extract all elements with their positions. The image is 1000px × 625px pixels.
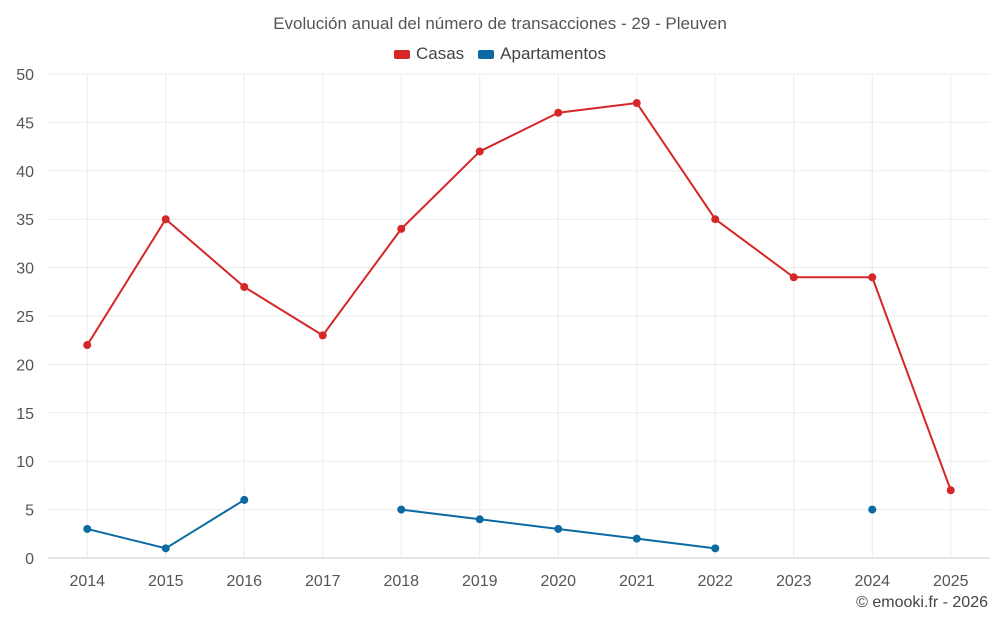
x-tick-label: 2021 <box>619 573 655 590</box>
series-line-apartamentos <box>635 537 717 550</box>
series-line-casas <box>86 218 167 347</box>
series-line-apartamentos <box>86 527 167 550</box>
data-point-apartamentos <box>83 524 92 533</box>
series-line-casas <box>243 285 324 337</box>
y-tick-label: 20 <box>16 357 34 374</box>
data-point-apartamentos <box>632 534 641 543</box>
x-tick-label: 2018 <box>383 573 419 590</box>
data-point-apartamentos <box>554 524 563 533</box>
data-point-apartamentos <box>475 515 484 524</box>
y-tick-label: 30 <box>16 261 34 278</box>
data-point-apartamentos <box>711 544 720 553</box>
series-line-casas <box>321 227 403 337</box>
series-line-casas <box>714 218 795 279</box>
legend-item-casas[interactable]: Casas <box>393 44 465 64</box>
data-point-casas <box>397 224 406 233</box>
x-tick-label: 2020 <box>540 573 576 590</box>
y-tick-label: 50 <box>16 67 34 84</box>
legend-swatch-casas <box>393 49 410 59</box>
legend-label-apartamentos: Apartamentos <box>500 44 607 63</box>
x-tick-label: 2019 <box>462 573 498 590</box>
x-tick-label: 2024 <box>854 573 890 590</box>
y-tick-label: 0 <box>25 551 34 568</box>
legend: Casas Apartamentos <box>0 44 1000 64</box>
series-line-apartamentos <box>400 508 481 521</box>
data-point-apartamentos <box>397 505 406 514</box>
legend-item-apartamentos[interactable]: Apartamentos <box>478 44 606 64</box>
series-line-casas <box>871 276 952 492</box>
data-point-casas <box>318 331 327 340</box>
series-line-apartamentos <box>478 518 560 530</box>
x-tick-label: 2023 <box>776 573 812 590</box>
data-point-casas <box>83 341 92 350</box>
series-line-casas <box>400 150 481 230</box>
x-tick-label: 2017 <box>305 573 341 590</box>
data-point-casas <box>789 273 798 282</box>
x-tick-label: 2016 <box>226 573 262 590</box>
x-tick-label: 2022 <box>697 573 733 590</box>
series-line-casas <box>557 102 638 114</box>
y-tick-label: 35 <box>16 212 34 229</box>
x-tick-label: 2014 <box>69 573 105 590</box>
credit-text: © emooki.fr - 2026 <box>856 594 988 611</box>
series-line-casas <box>478 111 560 153</box>
data-point-casas <box>711 215 720 224</box>
data-point-casas <box>868 273 877 282</box>
chart-title: Evolución anual del número de transaccio… <box>273 14 727 33</box>
data-point-apartamentos <box>868 505 877 514</box>
x-tick-label: 2025 <box>933 573 969 590</box>
data-point-casas <box>632 99 641 108</box>
data-point-apartamentos <box>161 544 170 553</box>
legend-label-casas: Casas <box>415 44 465 63</box>
legend-swatch-apartamentos <box>478 49 495 59</box>
data-point-casas <box>946 486 955 495</box>
y-tick-label: 45 <box>16 115 34 132</box>
y-tick-label: 15 <box>16 406 34 423</box>
series-line-casas <box>635 102 717 221</box>
y-tick-label: 40 <box>16 164 34 181</box>
data-point-casas <box>554 108 563 117</box>
y-tick-label: 25 <box>16 309 34 326</box>
y-tick-label: 10 <box>16 454 34 471</box>
data-point-casas <box>161 215 170 224</box>
data-point-casas <box>240 282 249 291</box>
data-point-apartamentos <box>240 495 249 504</box>
series-line-apartamentos <box>164 498 246 550</box>
x-tick-label: 2015 <box>148 573 184 590</box>
y-tick-label: 5 <box>25 503 34 520</box>
data-point-casas <box>475 147 484 156</box>
series-line-apartamentos <box>557 527 638 540</box>
series-line-casas <box>164 218 246 288</box>
